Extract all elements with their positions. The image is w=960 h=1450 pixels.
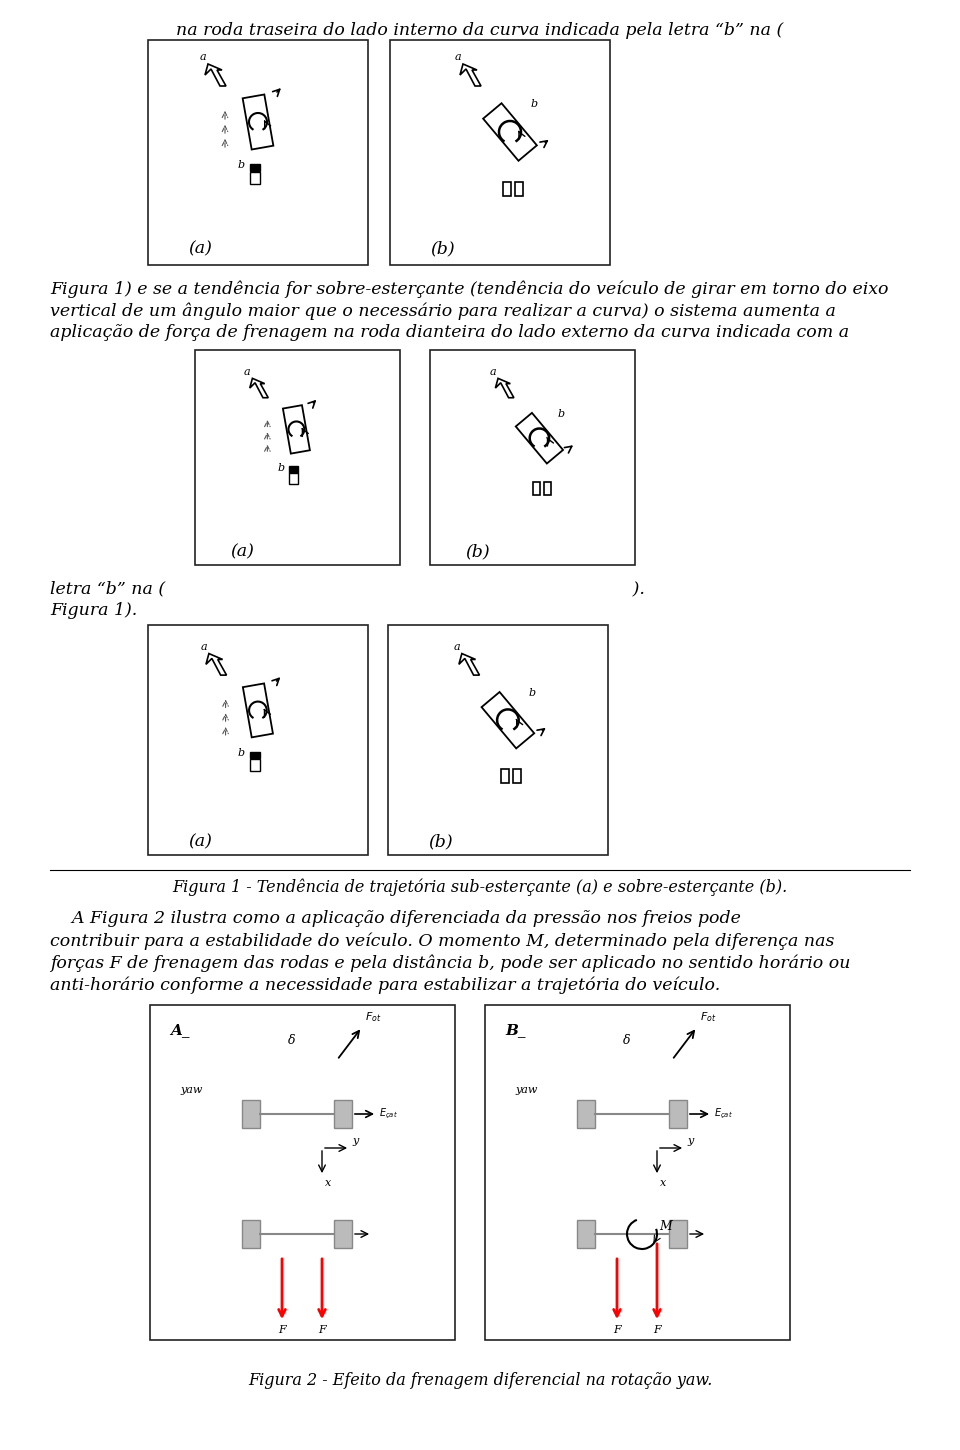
Bar — [501, 768, 509, 783]
Text: Figura 1 - Tendência de trajetória sub-esterçante (a) e sobre-esterçante (b).: Figura 1 - Tendência de trajetória sub-e… — [173, 879, 787, 896]
Bar — [669, 1101, 687, 1128]
Polygon shape — [283, 405, 310, 454]
Bar — [148, 41, 368, 265]
Bar — [533, 483, 540, 494]
Bar — [250, 173, 260, 184]
Polygon shape — [482, 692, 534, 748]
Text: (b): (b) — [430, 241, 455, 257]
Text: b: b — [531, 99, 539, 109]
Bar — [195, 349, 400, 566]
Polygon shape — [495, 378, 514, 397]
Bar — [485, 1005, 790, 1340]
Text: A Figura 2 ilustra como a aplicação diferenciada da pressão nos freios pode: A Figura 2 ilustra como a aplicação dife… — [50, 911, 741, 927]
Text: letra “b” na (                                                                  : letra “b” na ( — [50, 580, 645, 597]
Text: b: b — [277, 463, 285, 473]
Text: a: a — [454, 52, 461, 62]
Text: b: b — [237, 160, 245, 170]
Text: F: F — [613, 1325, 621, 1335]
Text: B_: B_ — [505, 1024, 525, 1037]
Bar — [430, 349, 635, 566]
Bar — [334, 1219, 352, 1248]
Text: δ: δ — [288, 1034, 296, 1047]
Polygon shape — [250, 378, 268, 397]
Text: a: a — [200, 52, 206, 62]
Bar — [669, 1219, 687, 1248]
Bar — [334, 1101, 352, 1128]
Polygon shape — [243, 683, 273, 738]
Polygon shape — [205, 64, 226, 86]
Text: x: x — [660, 1177, 666, 1188]
Text: F: F — [318, 1325, 325, 1335]
Text: (a): (a) — [230, 542, 253, 560]
Text: Figura 2 - Efeito da frenagem diferencial na rotação yaw.: Figura 2 - Efeito da frenagem diferencia… — [248, 1372, 712, 1389]
Bar — [150, 1005, 455, 1340]
Bar — [242, 1101, 260, 1128]
Bar — [250, 164, 260, 171]
Text: anti-horário conforme a necessidade para estabilizar a trajetória do veículo.: anti-horário conforme a necessidade para… — [50, 976, 720, 993]
Text: (a): (a) — [188, 241, 212, 257]
Bar — [250, 751, 260, 758]
Polygon shape — [459, 654, 479, 676]
Text: yaw: yaw — [515, 1085, 538, 1095]
Text: y: y — [352, 1135, 358, 1146]
Text: a: a — [244, 367, 251, 377]
Text: yaw: yaw — [180, 1085, 203, 1095]
Text: M: M — [659, 1219, 672, 1232]
Text: na roda traseira do lado interno da curva indicada pela letra “b” na (: na roda traseira do lado interno da curv… — [177, 22, 783, 39]
Text: contribuir para a estabilidade do veículo. O momento M, determinado pela diferen: contribuir para a estabilidade do veícul… — [50, 932, 834, 950]
Polygon shape — [516, 413, 564, 464]
Text: a: a — [490, 367, 496, 377]
Bar — [503, 183, 511, 196]
Text: b: b — [558, 409, 565, 419]
Text: aplicação de força de frenagem na roda dianteira do lado externo da curva indica: aplicação de força de frenagem na roda d… — [50, 323, 850, 341]
Text: b: b — [528, 687, 536, 697]
Polygon shape — [483, 103, 537, 161]
Polygon shape — [243, 94, 274, 149]
Bar — [250, 760, 260, 771]
Text: vertical de um ângulo maior que o necessário para realizar a curva) o sistema au: vertical de um ângulo maior que o necess… — [50, 302, 836, 319]
Bar — [148, 625, 368, 856]
Text: $F_{ot}$: $F_{ot}$ — [700, 1011, 716, 1024]
Bar — [388, 625, 608, 856]
Bar — [289, 473, 299, 484]
Bar — [543, 483, 551, 494]
Text: a: a — [201, 641, 207, 651]
Text: forças F de frenagem das rodas e pela distância b, pode ser aplicado no sentido : forças F de frenagem das rodas e pela di… — [50, 954, 851, 972]
Text: F: F — [278, 1325, 286, 1335]
Bar — [242, 1219, 260, 1248]
Bar — [515, 183, 523, 196]
Polygon shape — [206, 654, 227, 676]
Bar — [390, 41, 610, 265]
Text: Figura 1).: Figura 1). — [50, 602, 137, 619]
Text: δ: δ — [623, 1034, 631, 1047]
Text: (b): (b) — [428, 832, 452, 850]
Text: Figura 1) e se a tendência for sobre-esterçante (tendência do veículo de girar e: Figura 1) e se a tendência for sobre-est… — [50, 280, 889, 297]
Text: (a): (a) — [188, 832, 212, 850]
Text: y: y — [687, 1135, 693, 1146]
Bar — [577, 1219, 595, 1248]
Text: A_: A_ — [170, 1024, 189, 1037]
Text: $F_{ot}$: $F_{ot}$ — [365, 1011, 381, 1024]
Text: (b): (b) — [465, 542, 490, 560]
Text: a: a — [453, 641, 460, 651]
Polygon shape — [460, 64, 481, 86]
Bar — [577, 1101, 595, 1128]
Text: $E_{çat}$: $E_{çat}$ — [379, 1106, 398, 1121]
Text: x: x — [325, 1177, 331, 1188]
Bar — [513, 768, 520, 783]
Bar — [289, 467, 299, 473]
Text: b: b — [238, 748, 245, 758]
Text: F: F — [653, 1325, 660, 1335]
Text: $E_{çat}$: $E_{çat}$ — [714, 1106, 732, 1121]
